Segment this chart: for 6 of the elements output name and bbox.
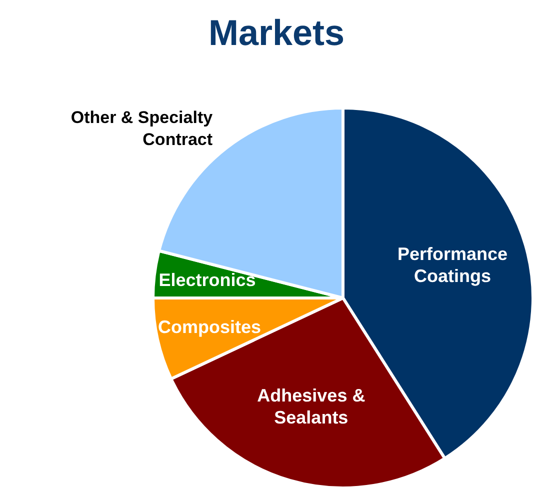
slice-label: Adhesives & Sealants — [257, 385, 366, 428]
slice-label: Composites — [158, 316, 262, 337]
slice-label: Performance Coatings — [397, 244, 508, 286]
slice-label: Other & Specialty Contract — [70, 108, 214, 150]
slice-label: Electronics — [158, 270, 256, 290]
chart-title: Markets — [207, 12, 346, 54]
